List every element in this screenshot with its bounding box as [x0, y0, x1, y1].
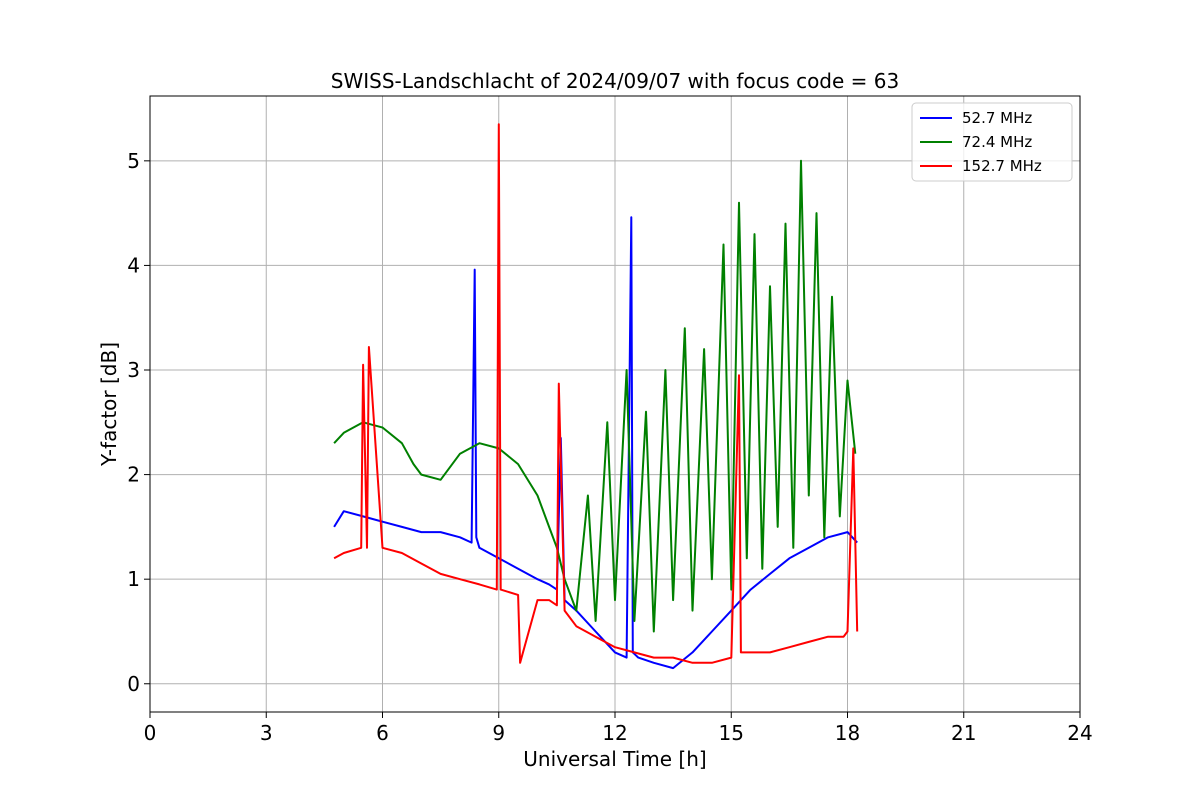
series-line-1 [333, 216, 858, 670]
series-line-3 [333, 123, 859, 664]
y-tick-label: 1 [127, 567, 140, 591]
x-axis-label: Universal Time [h] [523, 747, 706, 771]
legend: 52.7 MHz 72.4 MHz 152.7 MHz [911, 102, 1073, 182]
series-line-2 [333, 159, 857, 633]
y-axis-label: Y-factor [dB] [97, 342, 121, 467]
y-tick-label: 3 [127, 358, 140, 382]
legend-label: 72.4 MHz [962, 133, 1032, 151]
x-tick-label: 21 [951, 721, 976, 745]
x-tick-label: 9 [492, 721, 505, 745]
x-tick-label: 6 [376, 721, 389, 745]
legend-label: 52.7 MHz [962, 109, 1032, 127]
y-tick-label: 2 [127, 463, 140, 487]
x-tick-label: 12 [602, 721, 627, 745]
y-tick-label: 0 [127, 672, 140, 696]
y-tick-label: 5 [127, 149, 140, 173]
x-tick-label: 15 [719, 721, 744, 745]
x-tick-label: 24 [1067, 721, 1092, 745]
legend-label: 152.7 MHz [962, 157, 1042, 175]
y-tick-label: 4 [127, 253, 140, 277]
chart-title: SWISS-Landschlacht of 2024/09/07 with fo… [331, 69, 899, 93]
x-tick-label: 3 [260, 721, 273, 745]
legend-box [911, 102, 1073, 182]
x-tick-label: 0 [144, 721, 157, 745]
x-tick-label: 18 [835, 721, 860, 745]
series-layer [333, 123, 859, 670]
